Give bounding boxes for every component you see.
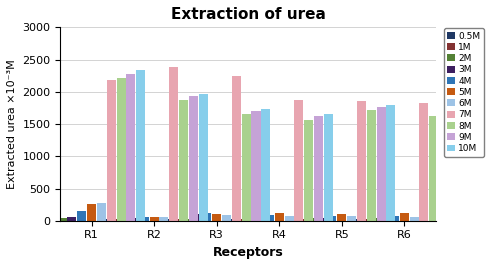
Bar xyxy=(173,219,182,221)
Bar xyxy=(294,99,303,221)
Bar xyxy=(400,213,409,221)
Bar xyxy=(367,110,376,221)
Bar xyxy=(116,78,126,221)
Bar xyxy=(357,101,366,221)
Bar xyxy=(449,113,458,221)
Bar xyxy=(87,204,96,221)
Y-axis label: Extracted urea ×10⁻³M: Extracted urea ×10⁻³M xyxy=(7,59,17,189)
Bar xyxy=(429,116,438,221)
Bar xyxy=(163,219,172,221)
Bar xyxy=(136,70,145,221)
Bar xyxy=(101,219,109,221)
Bar xyxy=(324,114,333,221)
Bar xyxy=(222,215,231,221)
Bar xyxy=(202,213,212,221)
Legend: 0.5M, 1M, 2M, 3M, 4M, 5M, 6M, 7M, 8M, 9M, 10M: 0.5M, 1M, 2M, 3M, 4M, 5M, 6M, 7M, 8M, 9M… xyxy=(444,28,484,157)
Bar xyxy=(386,105,395,221)
Bar xyxy=(48,219,57,221)
Bar xyxy=(130,218,139,221)
Bar xyxy=(183,219,191,221)
Bar xyxy=(304,119,313,221)
Bar xyxy=(232,76,241,221)
Bar xyxy=(251,111,261,221)
Bar xyxy=(439,114,448,221)
Bar xyxy=(347,216,356,221)
Bar xyxy=(265,215,274,221)
Bar xyxy=(192,214,201,221)
Bar xyxy=(179,99,188,221)
Bar xyxy=(255,217,264,221)
Bar xyxy=(377,107,385,221)
Bar xyxy=(409,217,419,221)
Bar xyxy=(150,217,159,221)
Bar xyxy=(225,219,235,221)
Bar xyxy=(140,217,149,221)
Bar xyxy=(126,74,136,221)
Bar xyxy=(351,219,360,221)
Bar xyxy=(120,219,129,221)
Bar xyxy=(242,114,251,221)
Bar xyxy=(245,219,254,221)
Bar xyxy=(327,216,336,221)
Bar xyxy=(370,218,380,221)
Bar xyxy=(38,218,47,221)
Bar xyxy=(314,116,323,221)
Bar xyxy=(189,96,198,221)
Bar xyxy=(67,217,77,221)
Bar xyxy=(308,218,317,221)
Bar xyxy=(390,216,399,221)
Bar xyxy=(337,214,346,221)
Bar xyxy=(298,219,307,221)
Bar xyxy=(284,216,294,221)
Bar xyxy=(274,213,284,221)
Bar xyxy=(380,217,389,221)
Bar xyxy=(107,80,116,221)
Bar xyxy=(261,109,271,221)
Bar xyxy=(212,214,221,221)
Bar xyxy=(318,218,327,221)
Bar xyxy=(57,218,67,221)
X-axis label: Receptors: Receptors xyxy=(213,246,283,259)
Bar xyxy=(77,211,86,221)
Bar xyxy=(419,103,429,221)
Bar xyxy=(199,94,208,221)
Bar xyxy=(360,219,370,221)
Bar xyxy=(288,219,297,221)
Title: Extraction of urea: Extraction of urea xyxy=(170,7,326,22)
Bar xyxy=(169,66,178,221)
Bar xyxy=(97,203,106,221)
Bar xyxy=(235,219,245,221)
Bar xyxy=(160,217,168,221)
Bar xyxy=(110,219,119,221)
